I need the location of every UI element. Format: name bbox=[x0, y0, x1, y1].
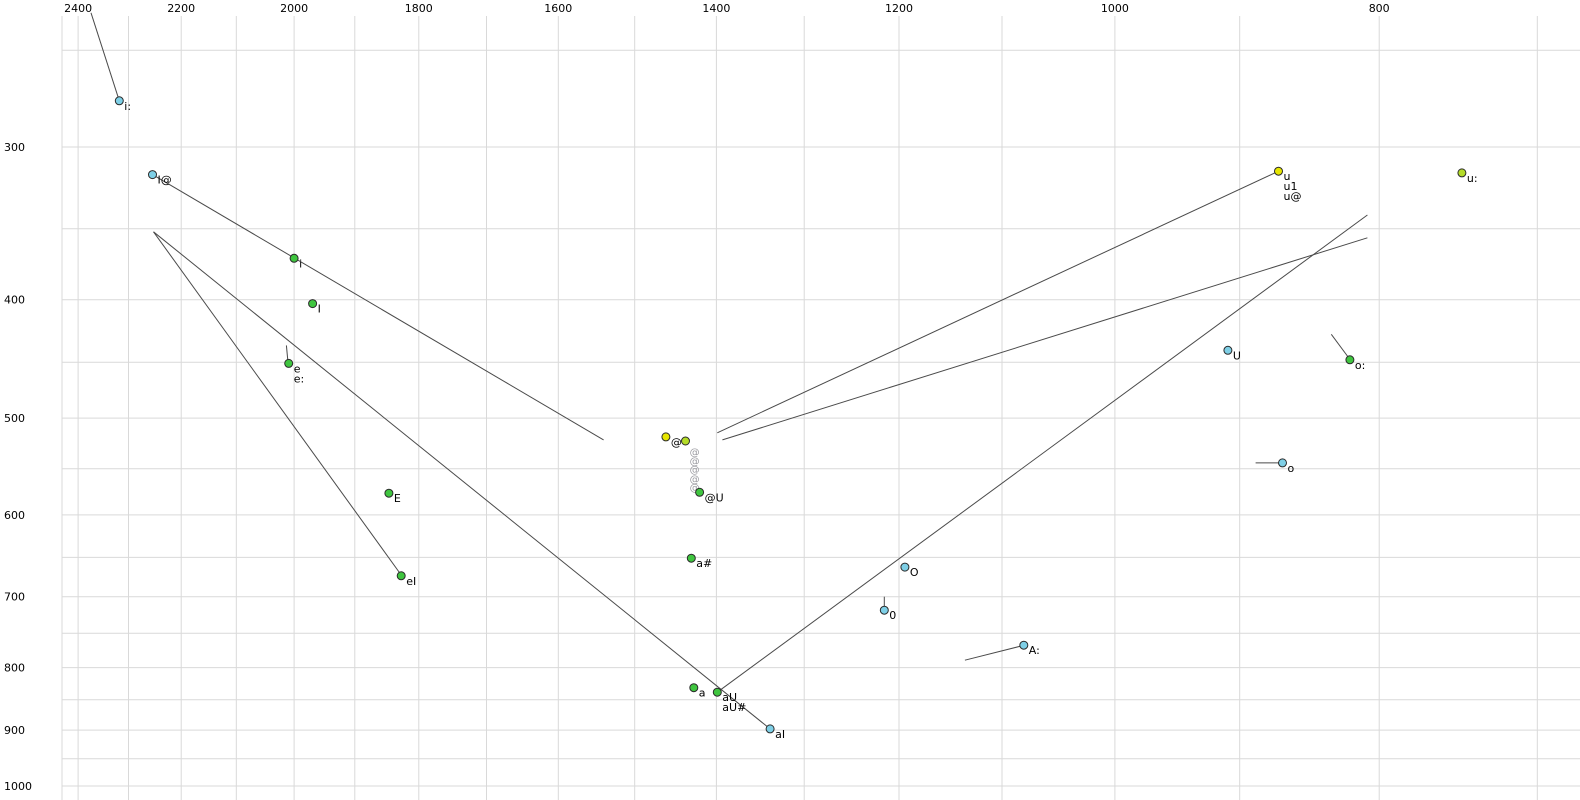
vowel-point bbox=[1457, 168, 1467, 178]
vowel-point bbox=[308, 299, 318, 309]
vowel-point bbox=[114, 96, 124, 106]
trajectory-line bbox=[722, 237, 1368, 441]
vowel-point bbox=[1278, 458, 1287, 468]
vowel-point bbox=[689, 683, 699, 693]
vowel-label: @U bbox=[705, 491, 724, 504]
vowel-label: u bbox=[1284, 170, 1291, 183]
vowel-label: aU bbox=[722, 691, 737, 704]
vowel-point bbox=[1345, 355, 1355, 365]
vowel-label: i bbox=[299, 257, 302, 270]
schwa-target-mark: @ bbox=[690, 465, 700, 476]
x-axis-tick-label: 1000 bbox=[1101, 2, 1129, 15]
y-axis-tick-label: 1000 bbox=[4, 780, 32, 793]
vowel-label: o: bbox=[1355, 359, 1365, 372]
vowel-point bbox=[765, 724, 775, 734]
vowel-label: e bbox=[294, 362, 301, 375]
vowel-point bbox=[384, 488, 394, 498]
trajectory-line bbox=[717, 214, 1368, 693]
vowel-point bbox=[396, 571, 406, 581]
vowel-point bbox=[712, 687, 722, 697]
trajectory-line bbox=[90, 12, 120, 101]
vowel-point bbox=[879, 605, 889, 615]
vowel-label: A: bbox=[1029, 644, 1040, 657]
x-axis-tick-label: 800 bbox=[1369, 2, 1390, 15]
vowel-point bbox=[900, 562, 910, 572]
vowel-point bbox=[1019, 640, 1029, 650]
x-axis-tick-label: 1800 bbox=[405, 2, 433, 15]
schwa-target-mark: @ bbox=[690, 456, 700, 467]
vowel-label: aI bbox=[775, 728, 785, 741]
vowel-label: o bbox=[1288, 462, 1295, 475]
vowel-point bbox=[661, 432, 671, 442]
x-axis-tick-label: 1600 bbox=[544, 2, 572, 15]
vowel-label: E bbox=[394, 492, 401, 505]
x-axis-tick-label: 2000 bbox=[280, 2, 308, 15]
schwa-target-mark: @ bbox=[690, 475, 700, 486]
vowel-point bbox=[695, 487, 705, 497]
vowel-point bbox=[686, 553, 696, 563]
vowel-label: a# bbox=[696, 557, 712, 570]
trajectory-line bbox=[964, 645, 1022, 661]
vowel-point bbox=[148, 170, 157, 180]
vowel-label: I bbox=[318, 303, 321, 316]
y-axis-tick-label: 400 bbox=[4, 294, 25, 307]
vowel-label: u1 bbox=[1284, 180, 1298, 193]
y-axis-tick-label: 700 bbox=[4, 591, 25, 604]
y-axis-tick-label: 300 bbox=[4, 141, 25, 154]
vowel-label: I@ bbox=[158, 174, 172, 187]
trajectory-line bbox=[152, 174, 604, 441]
y-axis-tick-label: 500 bbox=[4, 412, 25, 425]
vowel-point bbox=[681, 436, 690, 446]
y-axis-tick-label: 800 bbox=[4, 662, 25, 675]
vowel-label: u@ bbox=[1284, 190, 1302, 203]
vowel-label: a bbox=[699, 687, 706, 700]
vowel-point bbox=[289, 253, 299, 263]
y-axis-tick-label: 600 bbox=[4, 509, 25, 522]
vowel-point bbox=[284, 358, 294, 368]
vowel-label: u: bbox=[1467, 172, 1478, 185]
trajectory-line bbox=[153, 231, 771, 730]
schwa-target-mark: @ bbox=[690, 448, 700, 459]
vowel-label: O bbox=[910, 566, 919, 579]
vowel-label: i: bbox=[124, 100, 131, 113]
vowel-label: eI bbox=[406, 575, 416, 588]
x-axis-tick-label: 1200 bbox=[885, 2, 913, 15]
trajectory-line bbox=[1330, 334, 1349, 358]
x-axis-tick-label: 1400 bbox=[702, 2, 730, 15]
y-axis-tick-label: 900 bbox=[4, 724, 25, 737]
vowel-point bbox=[1274, 166, 1283, 176]
vowel-label: U bbox=[1233, 349, 1241, 362]
vowel-point bbox=[1223, 345, 1233, 355]
vowel-label: e: bbox=[294, 372, 304, 385]
vowel-label: 0 bbox=[889, 609, 896, 622]
vowel-label: @ bbox=[671, 436, 682, 449]
x-axis-tick-label: 2200 bbox=[167, 2, 195, 15]
x-axis-tick-label: 2400 bbox=[64, 2, 92, 15]
trajectory-line bbox=[153, 231, 402, 576]
schwa-target-mark: @ bbox=[690, 483, 700, 494]
trajectory-line bbox=[717, 170, 1279, 434]
vowel-label: aU# bbox=[722, 701, 746, 714]
